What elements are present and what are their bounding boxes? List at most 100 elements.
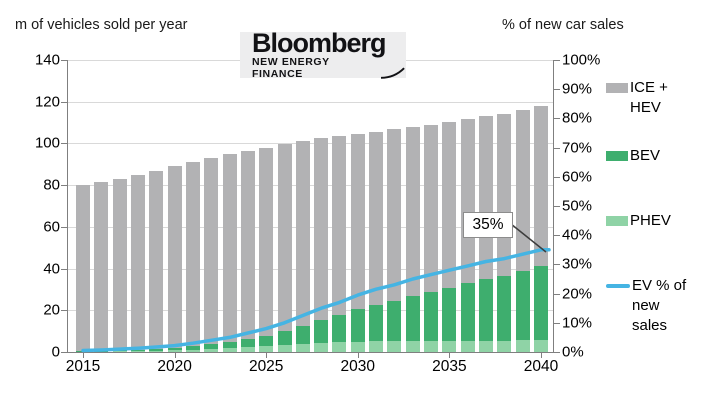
bar-segment-bev-2029 [332, 315, 347, 343]
y-axis-left [67, 60, 68, 352]
right-tick-90 [554, 89, 560, 91]
bar-segment-bev-2018 [130, 349, 145, 351]
bar-segment-ice-hev-2033 [405, 126, 420, 296]
x-axis-label-2035: 2035 [432, 358, 467, 375]
bar-segment-bev-2034 [424, 291, 439, 341]
logo-swoosh-icon [380, 67, 405, 79]
bar-segment-ice-hev-2016 [94, 182, 109, 351]
bar-segment-phev-2036 [460, 340, 475, 352]
bar-segment-bev-2025 [259, 335, 274, 347]
bar-segment-ice-hev-2037 [479, 116, 494, 279]
phev-swatch-icon [606, 216, 628, 226]
bar-segment-ice-hev-2030 [350, 134, 365, 310]
x-tick-2020 [174, 353, 176, 358]
right-axis-label-70: 70% [562, 139, 593, 157]
bar-segment-bev-2030 [350, 309, 365, 342]
bar-segment-ice-hev-2018 [130, 174, 145, 350]
bar-segment-ice-hev-2026 [277, 144, 292, 332]
right-tick-60 [554, 176, 560, 178]
bar-segment-phev-2027 [295, 343, 310, 352]
bar-segment-ice-hev-2022 [204, 158, 219, 345]
bar-segment-bev-2037 [479, 279, 494, 341]
left-axis-label-80: 80 [43, 176, 60, 194]
bloomberg-logo: Bloomberg NEW ENERGY FINANCE [240, 29, 406, 80]
right-axis-label-30: 30% [562, 255, 593, 273]
right-tick-0 [554, 352, 560, 353]
bar-segment-bev-2024 [240, 338, 255, 347]
x-axis-label-2030: 2030 [340, 358, 376, 375]
annotation-label: 35% [472, 216, 504, 233]
right-tick-30 [554, 264, 560, 266]
bar-segment-bev-2027 [295, 325, 310, 344]
gridline-80 [67, 185, 553, 187]
legend-label-ev-share: EV % of new sales [632, 277, 687, 334]
bar-segment-ice-hev-2024 [240, 150, 255, 339]
bar-segment-bev-2032 [387, 300, 402, 342]
bar-segment-ice-hev-2029 [332, 136, 347, 316]
bar-segment-ice-hev-2019 [149, 170, 164, 349]
bar-segment-phev-2038 [497, 340, 512, 352]
bar-segment-bev-2019 [149, 348, 164, 351]
left-axis-title: m of vehicles sold per year [15, 17, 188, 33]
bar-segment-bev-2040 [534, 265, 548, 341]
bar-segment-phev-2037 [479, 340, 494, 352]
left-tick-0 [61, 352, 67, 353]
legend-item-bev: BEV [606, 146, 660, 166]
legend-item-ev-share: EV % of new sales [606, 276, 686, 336]
right-tick-100 [554, 60, 560, 61]
bar-segment-bev-2022 [204, 344, 219, 349]
left-tick-120 [61, 101, 67, 103]
bar-segment-bev-2033 [405, 295, 420, 342]
right-axis-label-90: 90% [562, 80, 593, 98]
bar-segment-bev-2031 [369, 304, 384, 342]
gridline-60 [67, 226, 553, 228]
right-axis-label-100: 100% [562, 51, 601, 69]
right-tick-10 [554, 322, 560, 324]
right-axis-label-0: 0% [562, 343, 584, 361]
bar-segment-ice-hev-2015 [76, 185, 90, 352]
x-tick-2040 [541, 353, 542, 358]
left-axis-label-40: 40 [43, 260, 60, 278]
gridline-100 [67, 143, 553, 145]
gridline-120 [67, 101, 553, 103]
legend-label-bev: BEV [630, 147, 661, 164]
left-tick-20 [61, 310, 67, 312]
bar-segment-ice-hev-2034 [424, 124, 439, 292]
left-tick-100 [61, 143, 67, 145]
bar-segment-ice-hev-2040 [534, 105, 548, 266]
bar-segment-phev-2034 [424, 340, 439, 352]
bar-segment-ice-hev-2025 [259, 147, 274, 336]
bar-segment-bev-2026 [277, 331, 292, 345]
bar-segment-phev-2030 [350, 341, 365, 352]
bar-segment-phev-2026 [277, 344, 292, 352]
bar-segment-phev-2039 [515, 340, 530, 352]
right-axis-label-10: 10% [562, 314, 593, 332]
right-tick-70 [554, 147, 560, 149]
bar-segment-phev-2040 [534, 340, 548, 352]
right-tick-40 [554, 235, 560, 237]
left-tick-60 [61, 226, 67, 228]
right-axis-title: % of new car sales [502, 17, 624, 33]
left-tick-80 [61, 185, 67, 187]
right-tick-80 [554, 118, 560, 120]
bar-segment-bev-2020 [167, 347, 182, 351]
bloomberg-division-text: NEW ENERGY FINANCE [252, 55, 330, 80]
right-tick-50 [554, 206, 560, 207]
bar-segment-bev-2038 [497, 275, 512, 341]
right-axis-label-40: 40% [562, 226, 593, 244]
y-axis-right [553, 60, 554, 352]
bar-segment-ice-hev-2032 [387, 128, 402, 301]
x-axis [67, 352, 554, 353]
bev-swatch-icon [606, 151, 628, 161]
left-axis-label-120: 120 [34, 93, 60, 111]
left-axis-label-20: 20 [43, 301, 60, 319]
bar-segment-ice-hev-2017 [112, 178, 127, 351]
x-axis-label-2020: 2020 [157, 358, 192, 375]
x-tick-2025 [266, 353, 268, 358]
ice-hev-swatch-icon [606, 83, 628, 93]
x-axis-label-2040: 2040 [523, 358, 559, 375]
bar-segment-ice-hev-2021 [185, 162, 200, 347]
bar-segment-bev-2039 [515, 270, 530, 341]
right-axis-label-20: 20% [562, 285, 593, 303]
left-axis-label-0: 0 [51, 343, 60, 361]
